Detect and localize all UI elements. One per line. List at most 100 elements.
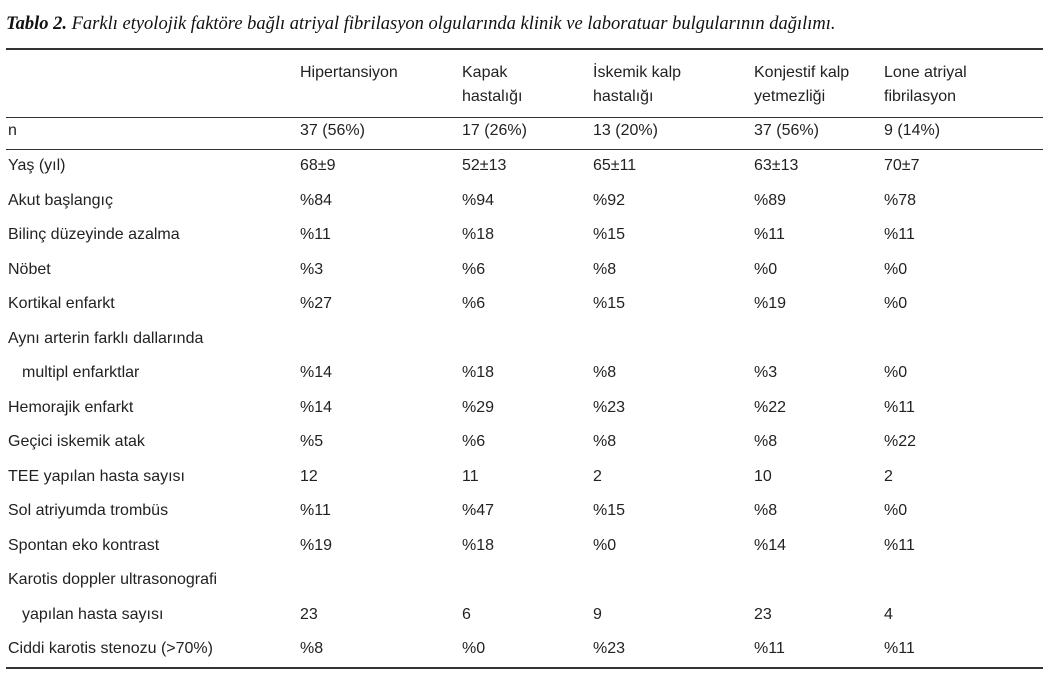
column-header: Hipertansiyon xyxy=(300,64,398,81)
cell: %18 xyxy=(462,364,495,381)
cell: %11 xyxy=(884,640,915,657)
cell: %92 xyxy=(593,191,626,209)
cell: 63±13 xyxy=(754,157,799,174)
cell: %8 xyxy=(593,433,617,450)
cell: %0 xyxy=(593,536,617,554)
top-rule xyxy=(6,48,1043,50)
cell: %14 xyxy=(300,364,333,381)
cell: 23 xyxy=(300,605,318,623)
table-label: Tablo 2. xyxy=(6,14,67,34)
row-label: Sol atriyumda trombüs xyxy=(8,502,169,519)
row-label: multipl enfarktlar xyxy=(22,364,140,381)
cell: %6 xyxy=(462,295,486,312)
cell: %11 xyxy=(884,226,915,243)
n-rule xyxy=(6,149,1043,150)
cell: %94 xyxy=(462,191,495,209)
cell: %89 xyxy=(754,191,787,209)
cell: %8 xyxy=(593,260,617,278)
cell: %18 xyxy=(462,536,495,554)
cell: %23 xyxy=(593,398,626,416)
cell: %47 xyxy=(462,502,495,519)
cell: %15 xyxy=(593,295,626,312)
row-label: Karotis doppler ultrasonografi xyxy=(8,571,218,588)
cell: %29 xyxy=(462,398,495,416)
cell: %84 xyxy=(300,191,333,209)
column-header: Kapak xyxy=(462,64,508,81)
cell: %11 xyxy=(300,226,331,243)
column-header: fibrilasyon xyxy=(884,88,957,105)
row-label: Bilinç düzeyinde azalma xyxy=(8,226,180,243)
row-label: Ciddi karotis stenozu (>70%) xyxy=(8,640,213,657)
cell: %11 xyxy=(884,536,915,554)
cell: %14 xyxy=(300,398,333,416)
cell: %3 xyxy=(754,364,778,381)
cell: %78 xyxy=(884,191,917,209)
row-label: Akut başlangıç xyxy=(8,191,113,209)
row-label: n xyxy=(8,122,17,139)
cell: 2 xyxy=(884,467,893,485)
cell: %23 xyxy=(593,640,626,657)
cell: 52±13 xyxy=(462,157,507,174)
cell: 68±9 xyxy=(300,157,336,174)
cell: 9 (14%) xyxy=(884,122,941,139)
table-title: Tablo 2. Farklı etyolojik faktöre bağlı … xyxy=(6,14,836,35)
cell: %19 xyxy=(754,295,787,312)
bottom-rule xyxy=(6,667,1043,669)
row-label: Yaş (yıl) xyxy=(8,157,66,174)
column-header: hastalığı xyxy=(593,88,654,105)
row-label: Aynı arterin farklı dallarında xyxy=(8,329,204,347)
cell: %11 xyxy=(300,502,331,519)
cell: %18 xyxy=(462,226,495,243)
column-header: hastalığı xyxy=(462,88,523,105)
cell: %11 xyxy=(884,398,915,416)
cell: %14 xyxy=(754,536,787,554)
cell: %5 xyxy=(300,433,324,450)
cell: %11 xyxy=(754,226,785,243)
cell: 6 xyxy=(462,605,471,623)
row-label: Geçici iskemik atak xyxy=(8,433,145,450)
cell: %0 xyxy=(884,295,908,312)
cell: %8 xyxy=(754,502,778,519)
column-header: yetmezliği xyxy=(754,88,826,105)
cell: %27 xyxy=(300,295,333,312)
cell: %0 xyxy=(884,364,908,381)
cell: %6 xyxy=(462,260,486,278)
cell: 37 (56%) xyxy=(754,122,819,139)
cell: 23 xyxy=(754,605,772,623)
cell: %8 xyxy=(300,640,324,657)
cell: 10 xyxy=(754,467,772,485)
row-label: Kortikal enfarkt xyxy=(8,295,115,312)
cell: %11 xyxy=(754,640,785,657)
row-label: Hemorajik enfarkt xyxy=(8,398,134,416)
row-label: yapılan hasta sayısı xyxy=(22,605,164,623)
cell: 37 (56%) xyxy=(300,122,365,139)
cell: %0 xyxy=(884,260,908,278)
cell: 17 (26%) xyxy=(462,122,527,139)
cell: %8 xyxy=(593,364,617,381)
row-label: TEE yapılan hasta sayısı xyxy=(8,467,185,485)
table-caption: Farklı etyolojik faktöre bağlı atriyal f… xyxy=(71,14,836,34)
column-header: İskemik kalp xyxy=(593,64,682,81)
cell: %15 xyxy=(593,502,626,519)
cell: 13 (20%) xyxy=(593,122,658,139)
cell: 2 xyxy=(593,467,602,485)
cell: 11 xyxy=(462,467,479,485)
cell: 65±11 xyxy=(593,157,637,174)
cell: %8 xyxy=(754,433,778,450)
cell: %0 xyxy=(754,260,778,278)
cell: %3 xyxy=(300,260,324,278)
cell: %22 xyxy=(754,398,787,416)
cell: 70±7 xyxy=(884,157,920,174)
cell: %0 xyxy=(884,502,908,519)
row-label: Nöbet xyxy=(8,260,51,278)
row-label: Spontan eko kontrast xyxy=(8,536,160,554)
column-header: Konjestif kalp xyxy=(754,64,850,81)
cell: %19 xyxy=(300,536,333,554)
cell: 9 xyxy=(593,605,602,623)
cell: %6 xyxy=(462,433,486,450)
cell: %15 xyxy=(593,226,626,243)
cell: 12 xyxy=(300,467,318,485)
cell: %22 xyxy=(884,433,917,450)
cell: 4 xyxy=(884,605,893,623)
